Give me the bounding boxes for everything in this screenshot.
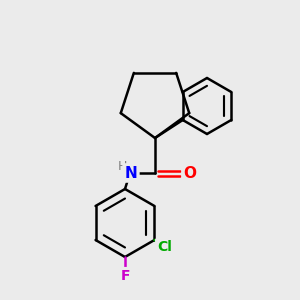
Text: H: H xyxy=(117,160,127,173)
Text: F: F xyxy=(120,269,130,283)
Text: O: O xyxy=(184,166,196,181)
Text: N: N xyxy=(124,166,137,181)
Text: Cl: Cl xyxy=(157,240,172,254)
